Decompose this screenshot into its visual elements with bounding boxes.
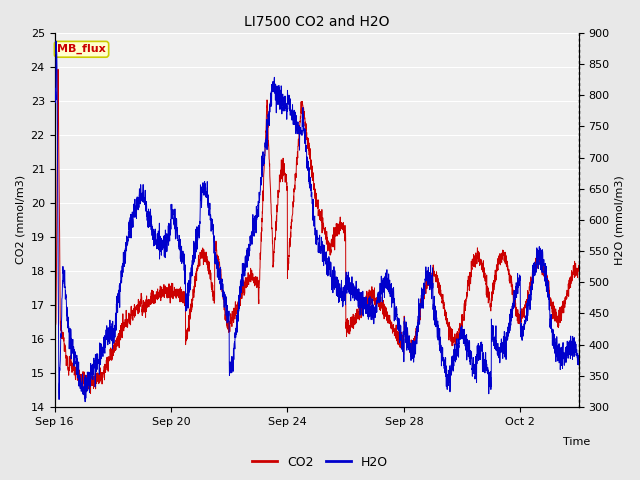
Title: LI7500 CO2 and H2O: LI7500 CO2 and H2O xyxy=(244,15,389,29)
Y-axis label: CO2 (mmol/m3): CO2 (mmol/m3) xyxy=(15,175,25,264)
Y-axis label: H2O (mmol/m3): H2O (mmol/m3) xyxy=(615,175,625,265)
Legend: CO2, H2O: CO2, H2O xyxy=(247,451,393,474)
Text: Time: Time xyxy=(563,437,591,447)
Text: MB_flux: MB_flux xyxy=(57,44,106,54)
